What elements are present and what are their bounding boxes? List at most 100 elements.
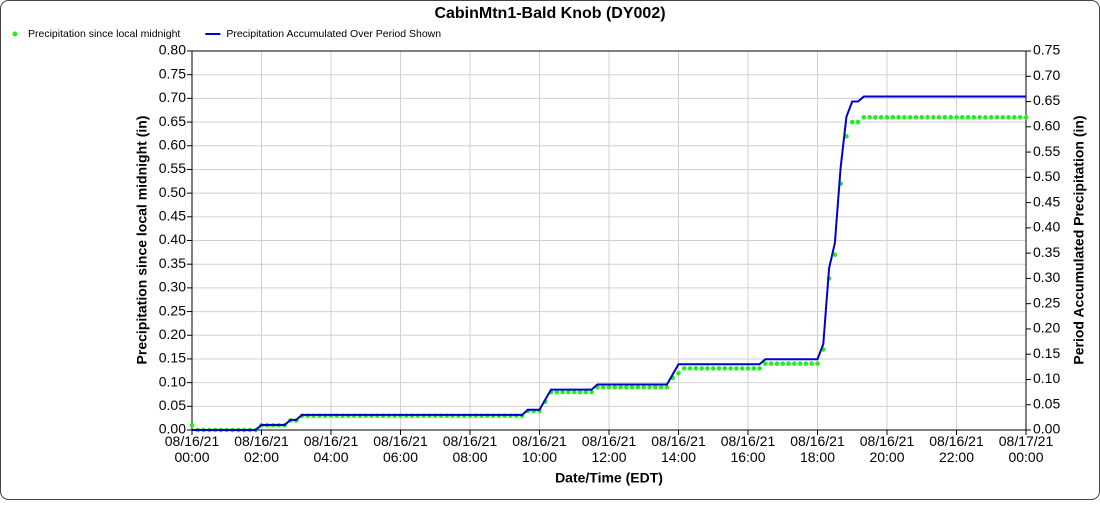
data-point [954,115,959,120]
data-point [554,389,560,395]
y-axis-label: Precipitation since local midnight (in) [134,116,150,365]
y2-tick-label: 0.20 [1033,320,1060,336]
data-point [589,389,594,395]
data-point [942,115,948,120]
data-point [832,252,838,258]
data-point [757,366,762,371]
data-point [774,361,780,366]
data-point [658,385,664,390]
plot-border [191,50,1027,431]
data-point [699,366,704,371]
data-point [653,385,658,390]
x-tick-label: 08/16/21 16:00 [721,433,776,465]
y2-tick-label: 0.70 [1033,67,1060,83]
x-tick-label: 08/16/21 12:00 [582,433,637,465]
data-point [189,422,195,428]
y2-tick-label: 0.10 [1033,370,1060,386]
data-point [983,115,988,120]
x-tick-label: 08/16/21 02:00 [234,433,289,465]
y-tick-label: 0.30 [159,279,186,295]
y-tick-label: 0.75 [159,65,186,81]
data-point [884,115,890,120]
y2-tick-label: 0.15 [1033,345,1060,361]
y2-tick-label: 0.05 [1033,395,1060,411]
legend-marker [12,31,18,37]
x-tick-label: 08/16/21 00:00 [165,433,220,465]
data-point [1000,115,1006,120]
data-point [710,366,716,371]
data-point [959,115,965,120]
y-tick-label: 0.35 [159,255,186,271]
x-tick-label: 08/16/21 20:00 [860,433,915,465]
y2-tick-label: 0.40 [1033,219,1060,235]
data-point [965,115,971,120]
x-tick-label: 08/16/21 18:00 [790,433,845,465]
data-point [705,366,710,371]
data-point [583,389,589,395]
y-tick-label: 0.45 [159,208,186,224]
data-point [977,115,982,120]
y2-tick-label: 0.65 [1033,92,1060,108]
y2-tick-label: 0.60 [1033,118,1060,134]
data-point [635,385,641,390]
data-point [797,361,803,366]
y-tick-label: 0.80 [159,42,186,58]
data-point [988,115,994,120]
y-tick-label: 0.15 [159,350,186,366]
y2-tick-label: 0.35 [1033,244,1060,260]
data-point [751,366,757,371]
data-point [577,389,583,395]
y2-tick-label: 0.00 [1033,421,1060,437]
data-point [768,361,774,366]
data-point [792,361,797,366]
x-tick-label: 08/16/21 06:00 [373,433,428,465]
x-tick-label: 08/16/21 10:00 [512,433,567,465]
data-point [629,385,635,390]
y-tick-label: 0.60 [159,136,186,152]
chart-title: CabinMtn1-Bald Knob (DY002) [434,5,665,22]
data-point [902,115,907,120]
data-point [566,389,571,395]
y2-tick-label: 0.25 [1033,294,1060,310]
data-point [913,115,919,120]
data-point [780,361,786,366]
y-tick-label: 0.50 [159,184,186,200]
data-point [728,366,733,371]
legend-label: Precipitation since local midnight [28,28,180,40]
data-point [1012,115,1017,120]
data-point [1023,115,1029,120]
data-point [907,115,913,120]
data-point [641,385,647,390]
data-point [896,115,901,120]
data-point [734,366,739,371]
x-tick-label: 08/16/21 08:00 [443,433,498,465]
data-point [919,115,925,120]
data-point [994,115,1000,120]
x-axis-label: Date/Time (EDT) [555,470,663,486]
data-point [873,115,878,120]
data-point [687,366,693,371]
data-point [571,389,577,395]
data-point [606,385,612,390]
y2-tick-label: 0.50 [1033,168,1060,184]
data-point [1006,115,1011,120]
data-point [948,115,954,120]
y-tick-label: 0.40 [159,231,186,247]
y2-tick-label: 0.75 [1033,42,1060,58]
data-line [192,95,1026,431]
y-tick-label: 0.05 [159,397,186,413]
data-point [1017,115,1023,120]
y-tick-label: 0.65 [159,113,186,129]
data-point [971,115,977,120]
data-point [867,115,872,120]
data-point [890,115,896,120]
x-tick-label: 08/16/21 14:00 [651,433,706,465]
data-point [861,115,867,120]
y2-tick-label: 0.30 [1033,269,1060,285]
data-point [809,361,815,366]
data-point [560,389,565,395]
data-point [600,385,606,390]
y2-axis-label: Period Accumulated Precipitation (in) [1071,115,1087,364]
